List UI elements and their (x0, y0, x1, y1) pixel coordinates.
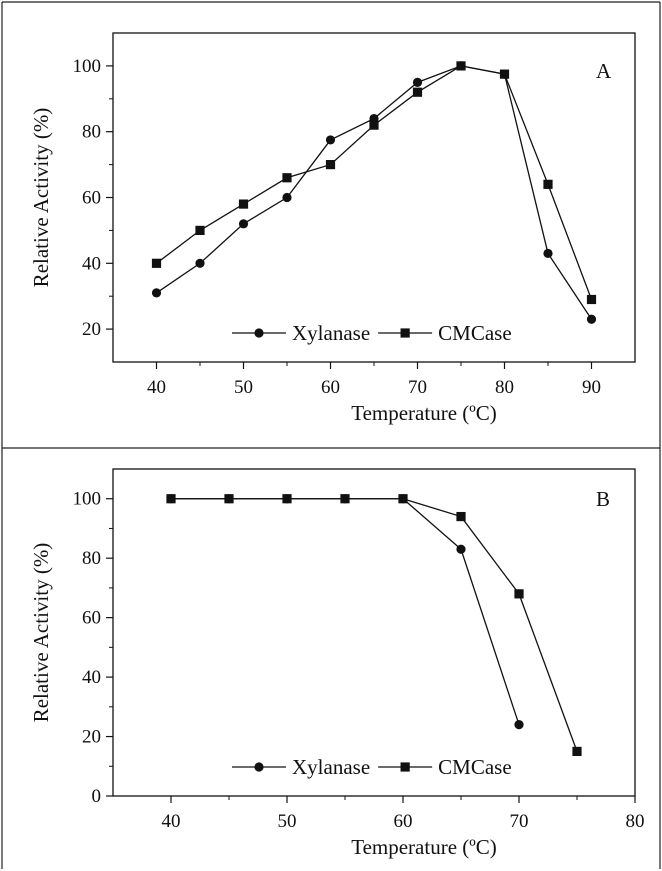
data-point-xylanase-b (456, 544, 466, 554)
y-tick-label-b: 100 (73, 489, 102, 510)
x-tick-label-b: 60 (394, 811, 413, 832)
data-point-cmcase-a (238, 199, 249, 209)
data-point-xylanase-a (412, 77, 423, 87)
y-tick-label-a: 80 (82, 122, 101, 143)
x-tick-label-a: 80 (495, 377, 514, 398)
y-tick-label-a: 40 (82, 253, 101, 274)
data-point-xylanase-a (195, 258, 205, 268)
data-point-cmcase-b (456, 511, 466, 522)
x-tick-label-b: 40 (162, 811, 181, 832)
panel-label-a: A (596, 59, 612, 83)
y-tick-label-b: 40 (82, 667, 101, 688)
plot-area-a (112, 32, 636, 363)
data-point-cmcase-b (340, 494, 350, 504)
chart-panel-a: 40 50 60 70 80 90 20 40 60 80 100 Temperature (ºC) R… (29, 32, 636, 425)
plot-area-b (112, 468, 636, 797)
data-point-cmcase-a (543, 179, 553, 189)
data-point-cmcase-b (572, 746, 582, 757)
legend-marker-xylanase-b (254, 762, 264, 772)
x-axis-title-a: Temperature (ºC) (351, 401, 497, 425)
legend-label-xylanase-b: Xylanase (292, 755, 370, 779)
x-tick-label-a: 90 (582, 377, 601, 398)
x-tick-label-b: 50 (278, 811, 297, 832)
x-tick-label-a: 70 (408, 377, 427, 398)
data-point-cmcase-b (166, 494, 176, 504)
y-tick-label-a: 100 (73, 56, 102, 77)
chart-panel-b: 40 50 60 70 80 0 20 40 60 80 100 Temperature (ºC) Re… (29, 468, 645, 859)
series-line-cmcase-a (156, 65, 593, 300)
x-tick-label-a: 40 (147, 377, 166, 398)
x-tick-label-b: 70 (510, 811, 529, 832)
series-line-xylanase-b (171, 498, 520, 725)
data-point-xylanase-a (543, 248, 553, 259)
legend-marker-cmcase-a (400, 328, 410, 338)
panel-label-b: B (596, 487, 610, 511)
y-tick-label-b: 80 (82, 548, 101, 569)
y-axis-title-a: Relative Activity (%) (29, 108, 53, 288)
legend-marker-xylanase-a (254, 328, 264, 338)
y-tick-label-a: 60 (82, 188, 101, 209)
y-tick-label-a: 20 (82, 319, 101, 340)
series-line-cmcase-b (171, 498, 578, 752)
data-point-cmcase-a (195, 225, 205, 235)
y-tick-label-b: 60 (82, 608, 101, 629)
data-point-cmcase-a (456, 61, 466, 71)
data-point-cmcase-a (151, 258, 162, 268)
data-point-xylanase-a (151, 288, 162, 298)
y-tick-label-b: 20 (82, 727, 101, 748)
x-tick-label-a: 50 (234, 377, 253, 398)
x-tick-label-b: 80 (626, 811, 645, 832)
legend-label-cmcase-b: CMCase (438, 755, 512, 779)
data-point-xylanase-b (514, 720, 524, 730)
data-point-xylanase-a (282, 192, 292, 203)
data-point-cmcase-a (412, 87, 423, 97)
legend-label-cmcase-a: CMCase (438, 321, 512, 345)
series-line-xylanase-a (156, 65, 593, 320)
data-point-xylanase-a (325, 135, 336, 145)
y-axis-title-b: Relative Activity (%) (29, 543, 53, 723)
data-point-cmcase-b (514, 589, 524, 599)
x-axis-title-b: Temperature (ºC) (351, 835, 497, 859)
data-point-cmcase-a (282, 173, 292, 183)
legend-label-xylanase-a: Xylanase (292, 321, 370, 345)
data-point-xylanase-a (586, 314, 597, 324)
data-point-xylanase-a (238, 219, 249, 229)
data-point-cmcase-a (586, 294, 597, 305)
x-tick-label-a: 60 (321, 377, 340, 398)
data-point-cmcase-b (398, 494, 408, 504)
data-point-cmcase-b (224, 494, 234, 504)
legend-marker-cmcase-b (400, 762, 410, 772)
data-point-cmcase-a (369, 120, 379, 130)
data-point-cmcase-a (325, 160, 336, 170)
data-point-cmcase-b (282, 494, 292, 504)
y-tick-label-b: 0 (92, 786, 102, 807)
data-point-cmcase-a (499, 69, 510, 79)
